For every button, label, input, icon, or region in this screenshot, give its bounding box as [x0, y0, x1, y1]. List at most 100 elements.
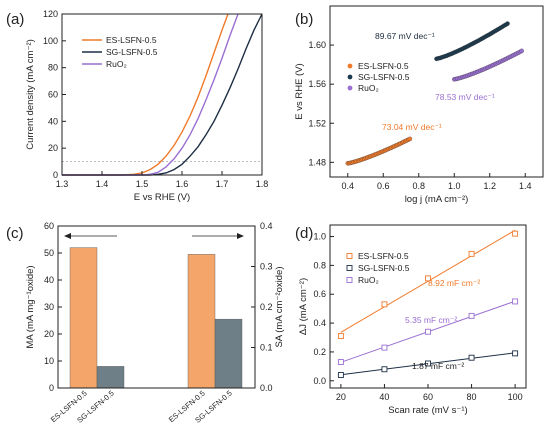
- panel-letter: (b): [295, 11, 313, 28]
- y-axis-title: ΔJ (mA cm⁻²): [298, 278, 309, 335]
- series-line: [62, 13, 239, 176]
- y-axis-title-left: MA (mA mg⁻¹oxide): [25, 265, 36, 348]
- x-tick-label: 40: [379, 392, 389, 402]
- y-tick-label: 20: [48, 143, 58, 153]
- data-point: [337, 333, 344, 340]
- legend-marker: [346, 277, 353, 283]
- x-axis-title: log j (mA cm⁻²): [405, 194, 469, 205]
- y-tick-label: 0.3: [260, 262, 273, 272]
- slope-label: 89.67 mV dec⁻¹: [375, 31, 435, 41]
- y-tick-label: 1.52: [308, 118, 326, 128]
- data-point: [407, 136, 413, 142]
- y-tick-label: 1.0: [313, 232, 326, 242]
- right-arrow-head: [237, 233, 244, 239]
- slope-label: 1.87 mF cm⁻²: [412, 361, 464, 371]
- y-tick-label: 1.60: [308, 40, 326, 50]
- y-tick-label: 100: [43, 36, 58, 46]
- x-tick-label: 60: [423, 392, 433, 402]
- panel-letter: (c): [6, 225, 24, 242]
- x-tick-label: 0.6: [377, 181, 390, 191]
- x-tick-label: 1.4: [96, 179, 109, 189]
- data-point: [512, 350, 519, 357]
- y-tick-label: 40: [48, 116, 58, 126]
- data-point: [381, 366, 388, 373]
- data-point: [468, 312, 475, 319]
- y-axis-title-right: SA (mA cm⁻²oxide): [274, 266, 285, 347]
- panel-letter: (d): [295, 225, 313, 242]
- panel-a: (a) 1.3 1.4 1.5 1.6 1.7 1.8 0 20 40 60 80 100 120 E vs…: [6, 9, 268, 203]
- x-tick-label: 1.2: [483, 181, 496, 191]
- x-tick-label: 1.7: [216, 179, 229, 189]
- y-tick-label: 30: [44, 302, 54, 312]
- panel-b: (b) 0.4 0.6 0.8 1.0 1.2 1.4 1.48 1.52 1.56 1.60 log…: [294, 5, 544, 205]
- legend-label: RuO₂: [358, 275, 379, 285]
- y-tick-label: 0.2: [260, 302, 273, 312]
- data-point: [468, 354, 475, 361]
- y-tick-label: 120: [43, 9, 58, 19]
- plot-frame: [61, 13, 263, 176]
- bar: [214, 318, 243, 389]
- data-point: [425, 360, 431, 367]
- x-tick-label: 1.8: [256, 179, 269, 189]
- legend-label: SG-LSFN-0.5: [358, 263, 410, 273]
- left-arrow-head: [64, 233, 71, 239]
- legend-marker: [347, 63, 353, 69]
- y-tick-label: 0.4: [260, 221, 273, 231]
- y-tick-label: 0.1: [260, 343, 273, 353]
- x-tick-label: 100: [508, 392, 523, 402]
- y-tick-label: 1.56: [308, 79, 326, 89]
- slope-label: 5.35 mF cm⁻²: [405, 315, 457, 325]
- data-point: [381, 344, 388, 351]
- panel-letter: (a): [6, 11, 24, 28]
- y-axis-title: Current density (mA cm⁻²): [25, 39, 36, 150]
- legend-marker: [346, 253, 353, 259]
- panel-c: (c)01020304050600.00.10.20.30.4ES-LSFN-0…: [6, 221, 285, 425]
- y-tick-label: 40: [44, 275, 54, 285]
- x-tick-label: 1.4: [519, 181, 532, 191]
- y-tick-label: 0.4: [313, 318, 326, 328]
- legend-marker: [346, 265, 353, 271]
- bar: [187, 254, 216, 389]
- x-tick-label: 1.0: [448, 181, 461, 191]
- x-axis-title: Scan rate (mV s⁻¹): [388, 405, 467, 416]
- y-tick-label: 0: [49, 383, 54, 393]
- slope-label: 78.53 mV dec⁻¹: [435, 92, 495, 102]
- slope-label: 73.04 mV dec⁻¹: [382, 122, 442, 132]
- data-point: [425, 275, 431, 282]
- y-tick-label: 0.6: [313, 289, 326, 299]
- legend-label: RuO₂: [106, 59, 127, 69]
- data-point: [512, 230, 519, 237]
- data-point: [512, 298, 519, 305]
- x-tick-label: 0.8: [412, 181, 425, 191]
- bar: [69, 247, 98, 389]
- legend-label: RuO₂: [358, 83, 379, 93]
- legend-label: ES-LSFN-0.5: [106, 35, 157, 45]
- y-tick-label: 0: [53, 170, 58, 180]
- data-point: [468, 250, 475, 257]
- legend-marker: [347, 74, 353, 80]
- y-tick-label: 0.0: [260, 383, 273, 393]
- legend-marker: [347, 85, 353, 91]
- x-tick-label: 1.3: [56, 179, 69, 189]
- y-tick-label: 0.0: [313, 376, 326, 386]
- data-point: [425, 328, 431, 335]
- legend-label: SG-LSFN-0.5: [358, 72, 410, 82]
- y-tick-label: 1.48: [308, 157, 326, 167]
- plot-frame: [329, 5, 544, 178]
- legend-label: SG-LSFN-0.5: [106, 47, 158, 57]
- data-point: [505, 21, 510, 26]
- y-tick-label: 20: [44, 329, 54, 339]
- data-point: [519, 48, 524, 54]
- series-line: [62, 13, 263, 176]
- x-tick-label: 1.5: [136, 179, 149, 189]
- y-tick-label: 0.2: [313, 347, 326, 357]
- bar: [96, 366, 125, 389]
- x-tick-label: 80: [467, 392, 477, 402]
- y-tick-label: 60: [44, 221, 54, 231]
- series-line: [62, 13, 229, 176]
- x-tick-label: 0.4: [341, 181, 354, 191]
- y-tick-label: 10: [44, 356, 54, 366]
- panel-d: (d) 20 40 60 80 100 0.0 0.2 0.4 0.6 0.8 1.0 Scan rat…: [295, 224, 527, 416]
- legend-label: ES-LSFN-0.5: [358, 251, 409, 261]
